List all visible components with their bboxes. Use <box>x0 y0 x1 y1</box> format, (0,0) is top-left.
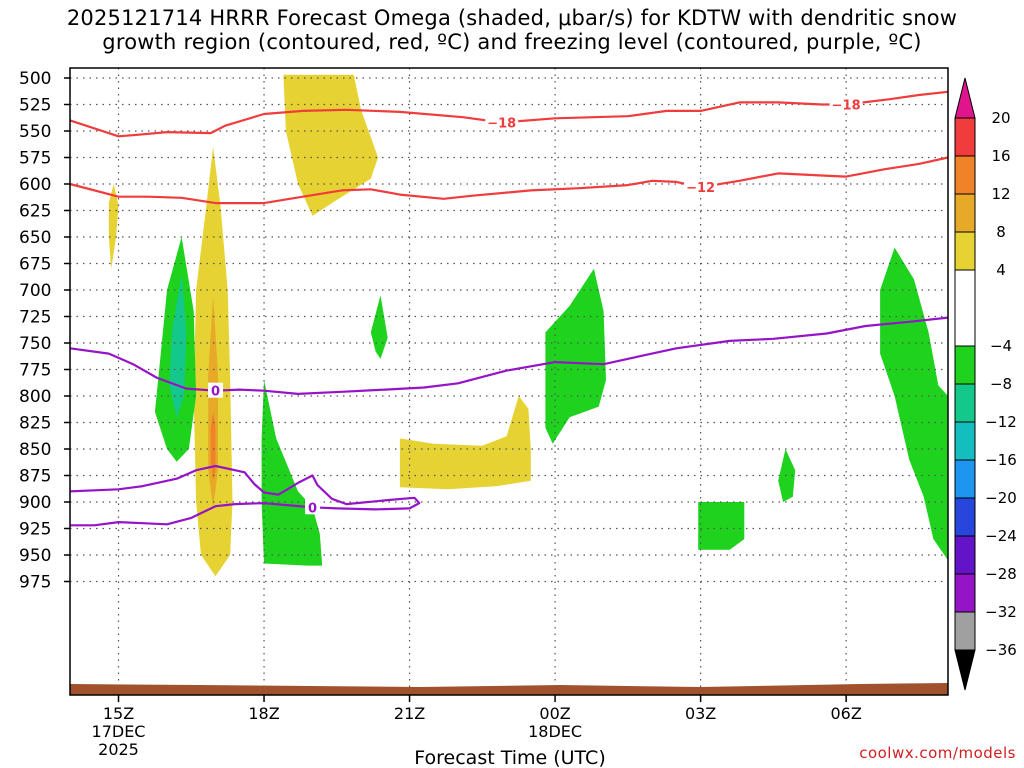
colorbar-label-6: −8 <box>990 375 1012 393</box>
colorbar-band--32--28 <box>954 573 976 613</box>
colorbar-label-9: −20 <box>985 489 1017 507</box>
gridlines <box>70 68 948 695</box>
y-tick-label-725: 725 <box>19 308 51 328</box>
colorbar-top-arrow <box>954 77 976 119</box>
x-tick-label-15Z: 15Z <box>103 704 134 723</box>
y-tick-label-750: 750 <box>19 334 51 354</box>
y-tick-label-800: 800 <box>19 387 51 407</box>
y-tick-label-650: 650 <box>19 228 51 248</box>
colorbar-label-1: 16 <box>991 147 1010 165</box>
plot-frame <box>69 67 949 696</box>
y-tick-label-675: 675 <box>19 255 51 275</box>
y-tick-label-625: 625 <box>19 202 51 222</box>
x-axis-title: Forecast Time (UTC) <box>414 747 605 768</box>
colorbar-label-11: −28 <box>985 565 1017 583</box>
freezing-level-upper-label-bg-0 <box>208 382 224 398</box>
omega-neg8-12-e <box>169 274 187 418</box>
freezing-level-lower-line <box>69 464 421 527</box>
colorbar-band--20--16 <box>954 459 976 499</box>
plot-border <box>69 67 949 696</box>
y-tick-label-900: 900 <box>19 493 51 513</box>
colorbar-band--8--4 <box>954 345 976 385</box>
y-tick-label-925: 925 <box>19 520 51 540</box>
freezing-level-lower-label-bg-0 <box>305 499 321 515</box>
colorbar-label-12: −32 <box>985 603 1017 621</box>
dgz-minus18-label-1: −18 <box>832 99 861 114</box>
colorbar-legend: 20 16 12 8 4 −4 −8 −12 −16 −20 −24 −28 −32 −36 <box>954 77 1017 691</box>
omega-8-12-b <box>208 295 218 508</box>
x-tick-sublabel-15Z: 17DEC <box>92 722 146 741</box>
y-tick-label-850: 850 <box>19 440 51 460</box>
omega-4-8-d <box>399 396 531 490</box>
freezing-level-lower-label-0: 0 <box>308 501 317 516</box>
colorbar-band--28--24 <box>954 535 976 575</box>
omega-neg4-8-k <box>880 247 948 561</box>
dgz-minus18-label-bg-1 <box>829 96 863 112</box>
omega-neg4-8-j <box>778 449 796 502</box>
colorbar-band--24--20 <box>954 497 976 537</box>
y-tick-label-500: 500 <box>19 69 51 89</box>
omega-neg4-8-h <box>545 268 606 444</box>
omega-12-16-b <box>210 411 216 481</box>
colorbar-band--12--8 <box>954 383 976 423</box>
colorbar-label-13: −36 <box>985 641 1017 659</box>
dgz-minus12-label-0: −12 <box>686 181 715 196</box>
omega-4-8-a <box>108 184 119 269</box>
y-tick-label-950: 950 <box>19 546 51 566</box>
colorbar-band--16--12 <box>954 421 976 461</box>
y-axis: 500 525 550 575 600 625 650 675 700 725 750 775 800 8… <box>19 69 70 593</box>
dgz-minus12-label-bg-0 <box>684 179 718 195</box>
colorbar-bottom-arrow <box>954 649 976 691</box>
omega-neg4-8-f <box>261 380 323 566</box>
dgz-minus18-label-bg-0 <box>485 114 519 130</box>
x-tick-label-21Z: 21Z <box>394 704 425 723</box>
x-tick-label-03Z: 03Z <box>685 704 716 723</box>
colorbar-band--4-4 <box>954 269 976 347</box>
contour-lines: −18 −18 −12 0 0 <box>69 90 949 527</box>
dgz-minus12-line <box>69 156 949 205</box>
colorbar-label-2: 12 <box>991 185 1010 203</box>
colorbar-label-8: −16 <box>985 451 1017 469</box>
x-tick-label-06Z: 06Z <box>830 704 861 723</box>
y-tick-label-775: 775 <box>19 361 51 381</box>
chart-title-line2: growth region (contoured, red, ºC) and f… <box>102 30 922 54</box>
credit-link[interactable]: coolwx.com/models <box>859 744 1016 762</box>
x-tick-label-18Z: 18Z <box>248 704 279 723</box>
x-tick-sublabel-00Z: 18DEC <box>528 722 582 741</box>
colorbar-label-5: −4 <box>990 337 1012 355</box>
colorbar-band-8-12 <box>954 193 976 233</box>
dgz-minus18-label-0: −18 <box>487 117 516 132</box>
terrain-surface <box>70 683 948 695</box>
x-tick-label-00Z: 00Z <box>539 704 570 723</box>
y-tick-label-825: 825 <box>19 414 51 434</box>
colorbar-band--36--32 <box>954 611 976 651</box>
colorbar-label-7: −12 <box>985 413 1017 431</box>
terrain-strip <box>70 683 948 695</box>
colorbar-label-4: 4 <box>996 261 1006 279</box>
chart-title-line1: 2025121714 HRRR Forecast Omega (shaded, … <box>66 6 958 30</box>
colorbar-label-0: 20 <box>991 109 1010 127</box>
chart-title: 2025121714 HRRR Forecast Omega (shaded, … <box>0 6 1024 54</box>
colorbar-band-4-8 <box>954 231 976 271</box>
omega-neg4-8-i <box>698 502 745 550</box>
y-tick-label-600: 600 <box>19 175 51 195</box>
colorbar-band-16-20 <box>954 117 976 157</box>
y-tick-label-525: 525 <box>19 96 51 116</box>
y-tick-label-875: 875 <box>19 467 51 487</box>
y-tick-label-550: 550 <box>19 122 51 142</box>
y-tick-label-975: 975 <box>19 573 51 593</box>
x-tick-sublabel2-15Z: 2025 <box>98 740 139 759</box>
freezing-level-upper-label-0: 0 <box>211 385 220 400</box>
freezing-level-upper-line <box>69 316 949 395</box>
y-tick-label-575: 575 <box>19 149 51 169</box>
y-tick-label-700: 700 <box>19 281 51 301</box>
colorbar-label-10: −24 <box>985 527 1017 545</box>
omega-shaded-regions <box>108 74 948 577</box>
colorbar-label-3: 8 <box>996 223 1006 241</box>
colorbar-band-12-16 <box>954 155 976 195</box>
